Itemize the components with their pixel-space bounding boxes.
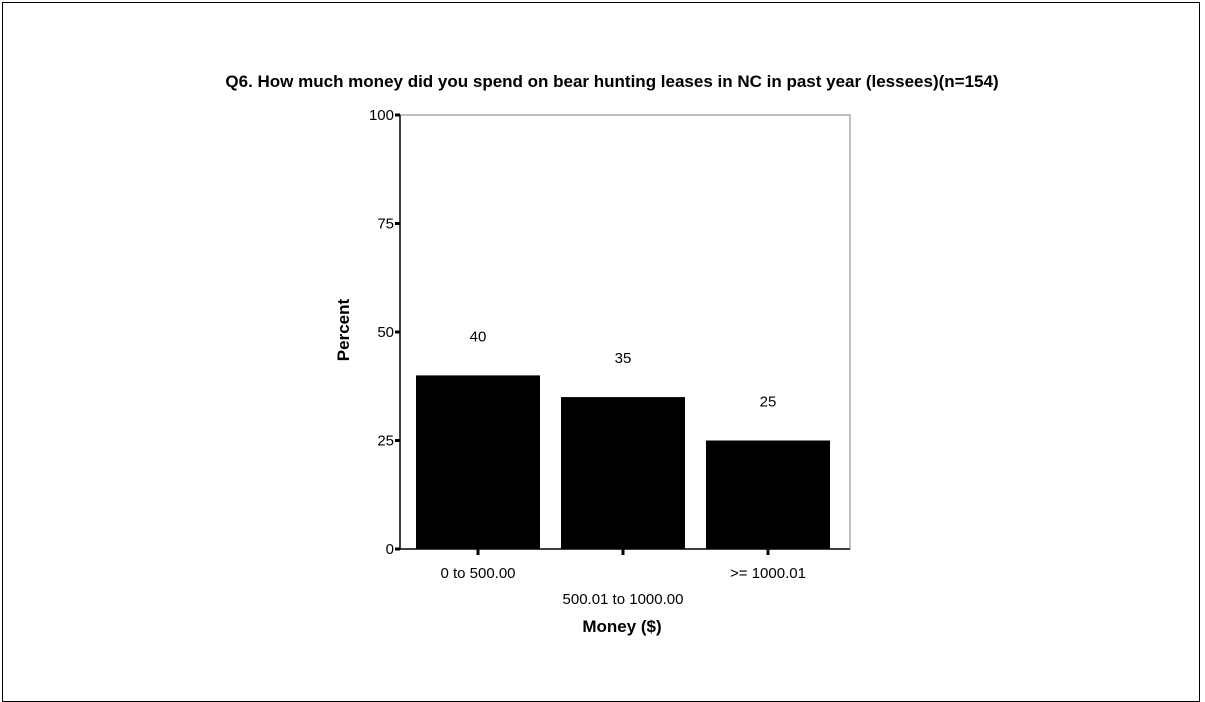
y-tick-label: 25 (377, 433, 394, 450)
bar (706, 440, 830, 549)
bar (561, 397, 685, 549)
y-axis: 0 25 50 75 100 (369, 107, 400, 558)
x-axis: 0 to 500.00 500.01 to 1000.00 >= 1000.01 (440, 549, 806, 608)
chart-title: Q6. How much money did you spend on bear… (225, 72, 998, 91)
y-tick-label: 100 (369, 107, 394, 124)
y-axis-title: Percent (334, 298, 353, 361)
bars (416, 375, 830, 549)
y-tick-label: 75 (377, 216, 394, 233)
x-tick-label: >= 1000.01 (730, 565, 806, 582)
bar-value-label: 40 (470, 328, 487, 345)
bar-value-label: 35 (615, 350, 632, 367)
x-tick-label: 0 to 500.00 (440, 565, 515, 582)
bar-value-label: 25 (760, 394, 777, 411)
bar (416, 375, 540, 549)
y-tick-label: 0 (386, 541, 394, 558)
x-tick-label: 500.01 to 1000.00 (563, 591, 684, 608)
x-axis-title: Money ($) (582, 617, 661, 636)
data-labels: 40 35 25 (470, 328, 777, 410)
y-tick-label: 50 (377, 324, 394, 341)
